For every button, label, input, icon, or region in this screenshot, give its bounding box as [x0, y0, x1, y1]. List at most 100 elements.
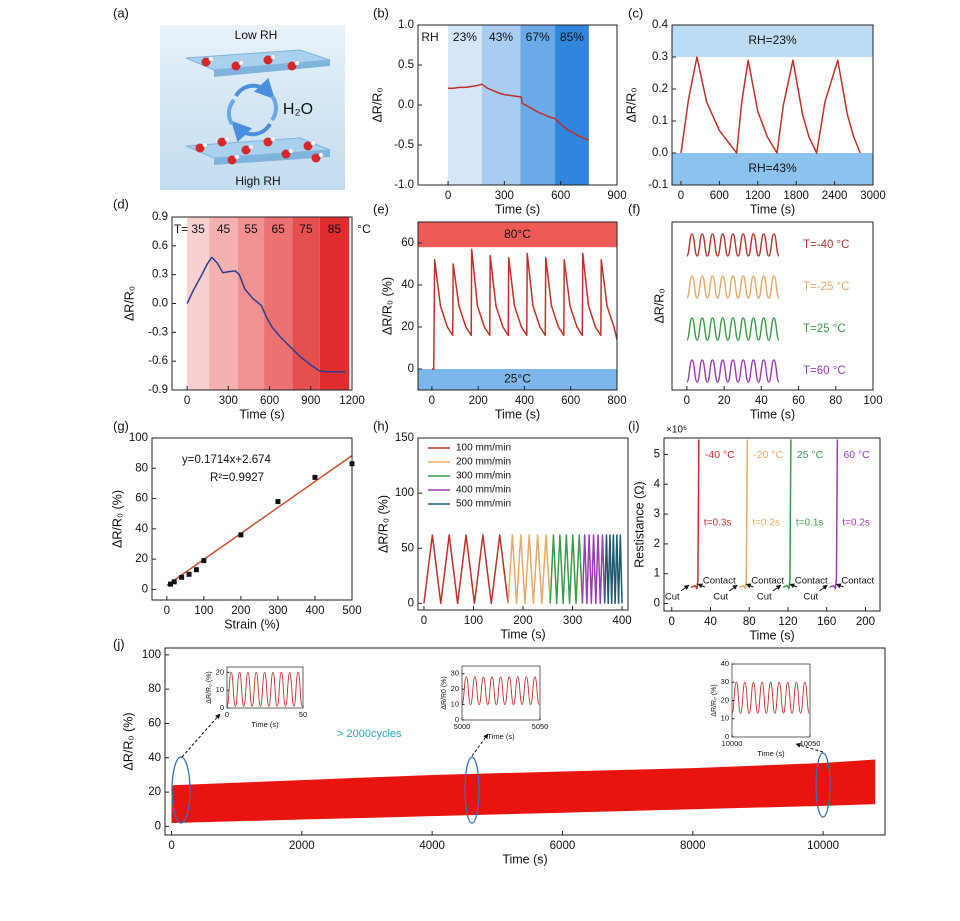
y-tick-label: -0.6 [148, 355, 168, 367]
data-point [275, 499, 281, 505]
x-tick-label: 80 [743, 616, 756, 628]
pointer-arrow [181, 713, 221, 758]
legend-label: T=25 °C [803, 323, 846, 335]
panel-label: (c) [628, 5, 643, 20]
x-tick-label: 10000 [807, 840, 839, 852]
hydrogen-atoms [202, 54, 324, 160]
panel-label: (h) [373, 418, 389, 433]
y-tick-label: 100 [129, 432, 148, 444]
x-tick-label: 200 [469, 395, 488, 407]
y-axis-label: ΔR/R₀ [370, 87, 384, 122]
band [319, 217, 350, 390]
series-label: 25 °C [797, 449, 824, 461]
y-tick-label: 100 [395, 487, 414, 499]
x-tick-label: 50 [299, 710, 307, 719]
x-tick-label: 3000 [860, 190, 886, 202]
y-axis-label: ΔR/R₀ [122, 286, 136, 321]
x-tick-label: 600 [551, 190, 570, 202]
y-axis-label: ΔR/R₀ (%) [121, 713, 135, 771]
legend-label: T=-25 °C [803, 281, 849, 293]
x-axis-label: Strain (%) [224, 617, 280, 631]
band [672, 25, 873, 57]
band-label: RH=43% [748, 161, 797, 175]
band-label: 65 [271, 222, 285, 236]
data-line [603, 534, 623, 605]
annotation-arrow [835, 583, 844, 589]
x-tick-label: 200 [856, 616, 875, 628]
band [555, 25, 589, 185]
y-tick-label: 0.0 [652, 147, 668, 159]
cycle-arrow [270, 94, 278, 122]
y-tick-label: 40 [135, 523, 148, 535]
x-axis-label: Time (s) [750, 202, 795, 216]
x-tick-label: 6000 [550, 840, 576, 852]
cut-label: Cut [757, 592, 772, 603]
x-axis-label: Time (s) [495, 407, 540, 421]
time-label: t=0.3s [704, 518, 732, 529]
data-point [168, 581, 174, 587]
band-prefix: T= [174, 222, 188, 236]
illustration-text: High RH [235, 174, 280, 188]
data-point [312, 474, 318, 480]
legend-label: 300 mm/min [456, 471, 511, 482]
inset-chart: 5000 5050 0 10 20 30 Time (s) ΔR/R0 (%) [432, 662, 550, 746]
band-label: 80°C [504, 227, 531, 241]
y-axis-label: ΔR/R₀ [624, 87, 638, 122]
x-tick-label: 100 [863, 395, 882, 407]
x-tick-label: 10050 [800, 739, 821, 748]
y-tick-label: 10 [721, 714, 729, 723]
x-tick-label: 0 [184, 395, 190, 407]
x-axis-label: Time (s) [757, 749, 785, 758]
y-tick-label: 5 [654, 448, 660, 460]
plot-frame [671, 24, 874, 186]
x-tick-label: 0 [168, 840, 174, 852]
y-tick-label: 100 [142, 649, 161, 661]
x-tick-label: 300 [219, 395, 238, 407]
annotation: > 2000cycles [337, 728, 402, 740]
x-tick-label: 900 [301, 395, 320, 407]
x-tick-label: 8000 [680, 840, 706, 852]
band [264, 217, 293, 390]
data-line [549, 534, 584, 605]
band-label: 45 [217, 222, 231, 236]
x-tick-label: 2400 [822, 190, 848, 202]
band-label: RH=23% [748, 33, 797, 47]
data-line [686, 275, 780, 299]
y-tick-label: 0.0 [152, 298, 168, 310]
y-tick-label: 20 [216, 667, 224, 676]
y-tick-label: 0.0 [398, 99, 414, 111]
x-axis-label: Time (s) [750, 407, 795, 421]
data-point [179, 574, 185, 580]
y-tick-label: 0 [408, 363, 414, 375]
y-tick-label: 20 [451, 684, 459, 693]
x-tick-label: 10000 [722, 739, 743, 748]
panel-label: (e) [373, 201, 389, 216]
plot-frame [671, 221, 874, 391]
y-tick-label: 0.2 [652, 83, 668, 95]
chart: (f) T=-40 °C T=-25 °C T=25 °C T=60 °C 0 20 40 60… [628, 201, 883, 421]
data-point [201, 558, 207, 564]
y-tick-label: 10 [216, 685, 224, 694]
water-molecules [195, 55, 321, 165]
x-axis-label: Time (s) [251, 720, 279, 729]
x-tick-label: 0 [684, 395, 690, 407]
bottom-film-edge [214, 150, 330, 165]
y-tick-label: 0 [155, 820, 161, 832]
y-tick-label: 0.4 [652, 19, 669, 31]
y-tick-label: 0 [455, 715, 459, 724]
x-tick-label: 0 [669, 616, 675, 628]
y-tick-label: 0 [654, 598, 660, 610]
chart: (b) 23% 43% 67% 85% RH 0 300 600 900 -1.0 -0.5 0.0 0.… [370, 5, 626, 216]
chart: (c) RH=23% RH=43% 0 600 1200 1800 2400 3000 -0.1 0… [624, 5, 886, 216]
x-tick-label: 80 [829, 395, 842, 407]
inset-chart: 10000 10050 0 10 20 30 40 Time (s) ΔR/R₀ (%) [702, 659, 820, 763]
band-label: 23% [453, 30, 477, 44]
y-tick-label: 0 [408, 597, 414, 609]
x-tick-label: 120 [778, 616, 797, 628]
x-tick-label: 500 [342, 605, 361, 617]
x-tick-label: 5000 [454, 722, 471, 731]
x-tick-label: 1200 [745, 190, 771, 202]
x-tick-label: 40 [755, 395, 768, 407]
